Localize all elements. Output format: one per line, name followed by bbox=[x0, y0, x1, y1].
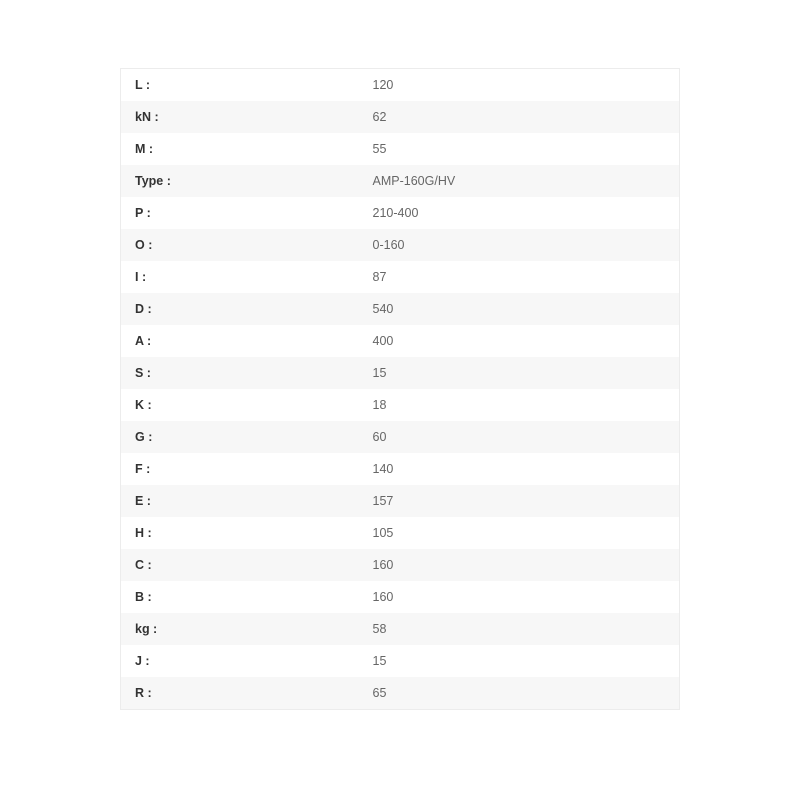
table-row: G : 60 bbox=[121, 421, 679, 453]
table-row: L : 120 bbox=[121, 69, 679, 101]
table-row: H : 105 bbox=[121, 517, 679, 549]
row-label: P : bbox=[121, 206, 367, 220]
row-label: R : bbox=[121, 686, 367, 700]
row-label: A : bbox=[121, 334, 367, 348]
row-value: 15 bbox=[367, 654, 679, 668]
row-label: L : bbox=[121, 78, 367, 92]
table-row: kg : 58 bbox=[121, 613, 679, 645]
table-row: B : 160 bbox=[121, 581, 679, 613]
row-label: Type : bbox=[121, 174, 367, 188]
row-label: S : bbox=[121, 366, 367, 380]
row-value: 120 bbox=[367, 78, 679, 92]
row-label: H : bbox=[121, 526, 367, 540]
row-value: 60 bbox=[367, 430, 679, 444]
table-row: I : 87 bbox=[121, 261, 679, 293]
row-label: kg : bbox=[121, 622, 367, 636]
table-row: kN : 62 bbox=[121, 101, 679, 133]
row-value: 157 bbox=[367, 494, 679, 508]
row-value: 400 bbox=[367, 334, 679, 348]
table-row: A : 400 bbox=[121, 325, 679, 357]
row-value: AMP-160G/HV bbox=[367, 174, 679, 188]
row-label: D : bbox=[121, 302, 367, 316]
row-value: 105 bbox=[367, 526, 679, 540]
table-row: M : 55 bbox=[121, 133, 679, 165]
row-value: 87 bbox=[367, 270, 679, 284]
row-value: 160 bbox=[367, 590, 679, 604]
row-label: F : bbox=[121, 462, 367, 476]
row-label: G : bbox=[121, 430, 367, 444]
table-row: P : 210-400 bbox=[121, 197, 679, 229]
row-value: 160 bbox=[367, 558, 679, 572]
row-value: 65 bbox=[367, 686, 679, 700]
row-value: 62 bbox=[367, 110, 679, 124]
table-row: Type : AMP-160G/HV bbox=[121, 165, 679, 197]
table-row: K : 18 bbox=[121, 389, 679, 421]
row-label: B : bbox=[121, 590, 367, 604]
row-value: 540 bbox=[367, 302, 679, 316]
row-value: 15 bbox=[367, 366, 679, 380]
row-label: J : bbox=[121, 654, 367, 668]
row-label: M : bbox=[121, 142, 367, 156]
table-row: C : 160 bbox=[121, 549, 679, 581]
row-label: kN : bbox=[121, 110, 367, 124]
row-label: C : bbox=[121, 558, 367, 572]
table-row: O : 0-160 bbox=[121, 229, 679, 261]
row-value: 210-400 bbox=[367, 206, 679, 220]
row-value: 18 bbox=[367, 398, 679, 412]
table-row: S : 15 bbox=[121, 357, 679, 389]
row-value: 58 bbox=[367, 622, 679, 636]
row-label: E : bbox=[121, 494, 367, 508]
table-row: D : 540 bbox=[121, 293, 679, 325]
row-value: 55 bbox=[367, 142, 679, 156]
table-row: R : 65 bbox=[121, 677, 679, 709]
row-label: I : bbox=[121, 270, 367, 284]
table-row: J : 15 bbox=[121, 645, 679, 677]
table-row: F : 140 bbox=[121, 453, 679, 485]
table-row: E : 157 bbox=[121, 485, 679, 517]
row-label: K : bbox=[121, 398, 367, 412]
row-value: 0-160 bbox=[367, 238, 679, 252]
row-value: 140 bbox=[367, 462, 679, 476]
spec-table: L : 120 kN : 62 M : 55 Type : AMP-160G/H… bbox=[120, 68, 680, 710]
row-label: O : bbox=[121, 238, 367, 252]
